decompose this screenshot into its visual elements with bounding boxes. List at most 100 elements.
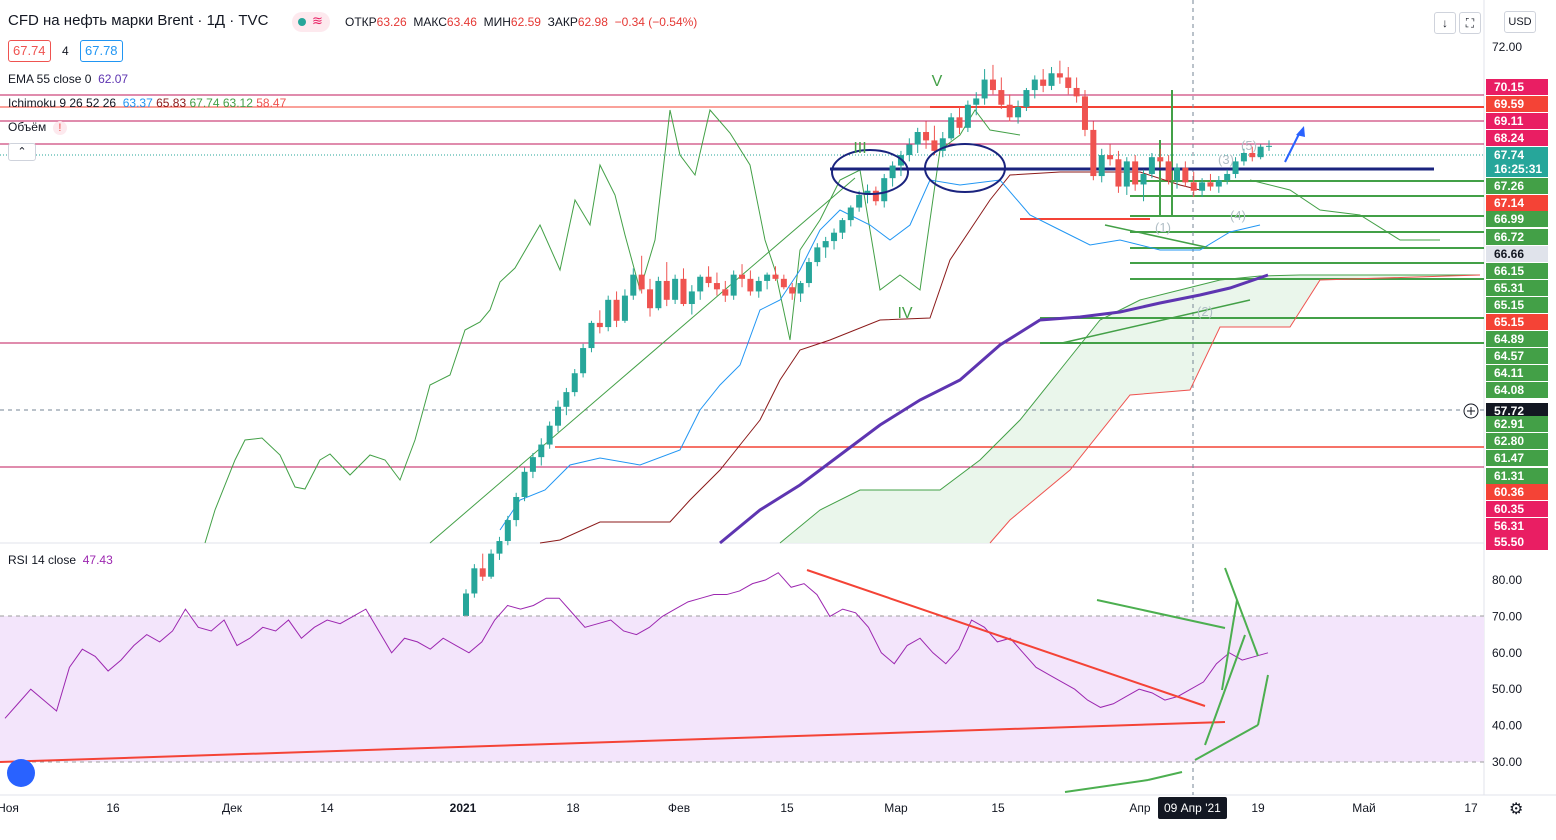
price-axis-label-bg bbox=[1486, 468, 1548, 484]
candle-body bbox=[973, 98, 980, 105]
scroll-down-button[interactable]: ↓ bbox=[1434, 12, 1456, 34]
volume-legend[interactable]: Объём ! bbox=[8, 120, 67, 135]
price-axis-label-text: 69.59 bbox=[1494, 97, 1524, 111]
price-axis-label: 61.47 bbox=[1486, 450, 1548, 466]
ichimoku-lagging-value: 67.74 bbox=[189, 96, 220, 110]
rsi-axis-tick: 30.00 bbox=[1492, 755, 1522, 769]
candle-body bbox=[647, 289, 654, 309]
trend-line bbox=[1104, 224, 1211, 249]
candle-body bbox=[621, 295, 628, 321]
forecast-arrow-head bbox=[1296, 126, 1305, 137]
expand-button[interactable]: ⛶ bbox=[1459, 12, 1481, 34]
price-axis-label-bg bbox=[1486, 229, 1548, 245]
settings-gear-icon[interactable]: ⚙ bbox=[1509, 801, 1524, 818]
elliott-wave-label: (1) bbox=[1155, 220, 1171, 235]
tradingview-logo[interactable] bbox=[7, 759, 35, 787]
ichimoku-legend[interactable]: Ichimoku 9 26 52 26 63.37 65.83 67.74 63… bbox=[8, 96, 286, 110]
close-label: ЗАКР bbox=[547, 15, 578, 29]
price-axis-label-text: 16:25:31 bbox=[1494, 162, 1542, 176]
candle-body bbox=[805, 262, 812, 284]
time-axis-label: 14 bbox=[320, 801, 334, 815]
time-axis-label: 18 bbox=[566, 801, 580, 815]
rsi-wave-line bbox=[1064, 779, 1149, 793]
candle-body bbox=[847, 207, 854, 221]
candle-body bbox=[1140, 173, 1147, 185]
price-axis-label-bg bbox=[1486, 331, 1548, 347]
ichimoku-lagging-span bbox=[204, 108, 1021, 544]
candle-body bbox=[1148, 157, 1155, 174]
candle-body bbox=[529, 457, 536, 472]
rsi-wave-line bbox=[1096, 599, 1226, 629]
candle-body bbox=[1215, 180, 1222, 187]
price-axis-label-text: 64.11 bbox=[1494, 366, 1524, 380]
rsi-axis-tick: 70.00 bbox=[1492, 609, 1522, 623]
candle-body bbox=[989, 79, 996, 91]
candle-body bbox=[555, 406, 562, 426]
price-axis-label-text: 66.66 bbox=[1494, 247, 1524, 261]
elliott-wave-label: (5) bbox=[1241, 138, 1257, 153]
price-axis-label-text: 67.74 bbox=[1494, 148, 1524, 162]
ask-button[interactable]: 67.78 bbox=[80, 40, 123, 62]
candle-body bbox=[822, 241, 829, 248]
crosshair-date-label: 09 Апр '21 bbox=[1158, 797, 1227, 819]
candle-body bbox=[1090, 129, 1097, 177]
market-open-dot-icon bbox=[298, 18, 306, 26]
candle-body bbox=[797, 283, 804, 294]
candle-body bbox=[981, 79, 988, 99]
candle-body bbox=[1123, 161, 1130, 187]
candle-body bbox=[1182, 167, 1189, 183]
ema-value: 62.07 bbox=[98, 72, 129, 86]
volume-name: Объём bbox=[8, 120, 47, 134]
rsi-value: 47.43 bbox=[82, 553, 113, 567]
candle-body bbox=[1006, 104, 1013, 118]
price-axis-label: 65.31 bbox=[1486, 280, 1548, 296]
candle-body bbox=[1157, 157, 1164, 162]
price-axis-label: 62.91 bbox=[1486, 416, 1548, 432]
market-status-badge[interactable]: ≋ bbox=[292, 12, 330, 32]
open-value: 63.26 bbox=[376, 15, 407, 29]
price-axis-label-text: 65.31 bbox=[1494, 281, 1524, 295]
low-value: 62.59 bbox=[510, 15, 541, 29]
low-label: МИН bbox=[483, 15, 511, 29]
candle-body bbox=[998, 90, 1005, 105]
elliott-wave-label: (3) bbox=[1218, 152, 1234, 167]
time-axis-label: Фев bbox=[668, 801, 690, 815]
collapse-legend-button[interactable]: ⌃ bbox=[8, 143, 36, 161]
bid-button[interactable]: 67.74 bbox=[8, 40, 51, 62]
price-axis-label: 64.08 bbox=[1486, 382, 1548, 398]
rsi-wave-line bbox=[1221, 599, 1238, 691]
rsi-legend[interactable]: RSI 14 close 47.43 bbox=[8, 553, 113, 567]
price-axis-label-bg bbox=[1486, 79, 1548, 95]
symbol-title[interactable]: CFD на нефть марки Brent · 1Д · TVC bbox=[8, 12, 269, 29]
price-axis-label: 68.24 bbox=[1486, 130, 1548, 146]
price-axis-label: 66.99 bbox=[1486, 211, 1548, 227]
price-axis-label-bg bbox=[1486, 280, 1548, 296]
candle-body bbox=[563, 392, 570, 407]
time-axis-label: Мар bbox=[884, 801, 908, 815]
time-axis-label: Ноя bbox=[0, 801, 19, 815]
candle-body bbox=[713, 283, 720, 290]
ichimoku-span-a bbox=[779, 274, 1480, 544]
candle-body bbox=[504, 520, 511, 542]
ichimoku-name: Ichimoku 9 26 52 26 bbox=[8, 96, 117, 110]
rsi-wave-line bbox=[1224, 567, 1259, 657]
forecast-arrow bbox=[1284, 131, 1301, 163]
warning-icon[interactable]: ! bbox=[52, 121, 67, 135]
ema-legend[interactable]: EMA 55 close 0 62.07 bbox=[8, 72, 128, 86]
candle-body bbox=[479, 568, 486, 577]
price-axis-label: 61.31 bbox=[1486, 468, 1548, 484]
rsi-trend-line bbox=[0, 721, 1226, 763]
candle-body bbox=[939, 138, 946, 151]
candle-body bbox=[605, 299, 612, 328]
price-axis-label-bg bbox=[1486, 211, 1548, 227]
candle-body bbox=[1015, 106, 1022, 118]
candle-body bbox=[1257, 146, 1264, 158]
time-axis-label: Май bbox=[1352, 801, 1376, 815]
candle-body bbox=[630, 274, 637, 296]
candle-body bbox=[1266, 145, 1272, 147]
price-axis-label: 66.15 bbox=[1486, 263, 1548, 279]
price-axis-label-bg bbox=[1486, 113, 1548, 129]
currency-button[interactable]: USD bbox=[1504, 11, 1536, 33]
